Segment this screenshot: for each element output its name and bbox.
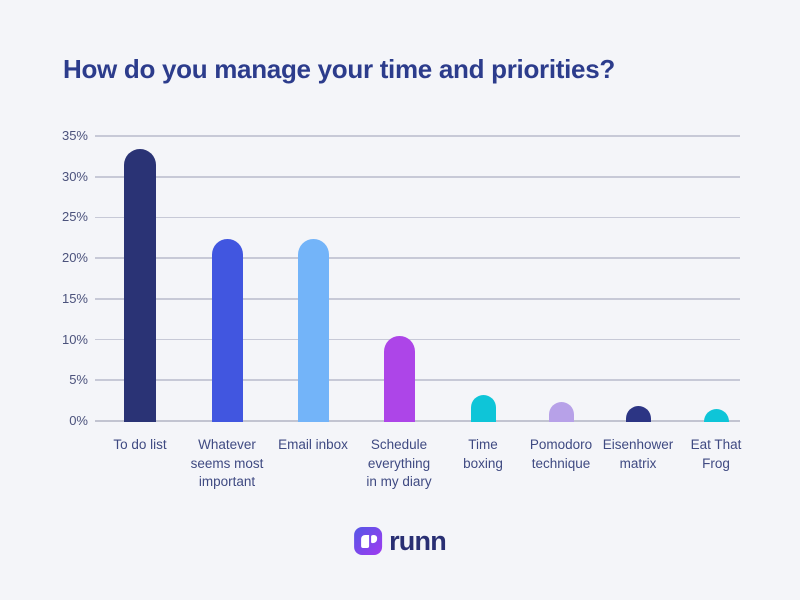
bar [383,336,415,422]
runn-logo: runn [354,526,447,556]
x-category-label: Email inbox [278,437,348,452]
logo-r-arm [371,534,377,543]
y-tick-label: 20% [61,250,88,266]
y-tick-label: 35% [61,128,88,143]
bar [124,149,156,422]
y-tick-label: 5% [69,372,88,388]
bar [703,408,729,422]
y-tick-label: 30% [61,168,88,184]
gridline [95,298,740,300]
bar [470,394,496,422]
bar [211,238,243,422]
gridline [95,257,740,259]
x-category-label: To do list [113,437,167,452]
y-tick-label: 25% [61,209,88,225]
chart-title: How do you manage your time and prioriti… [63,54,615,84]
x-category-label: Eisenhower matrix [602,437,674,471]
bar [548,402,574,422]
y-tick-label: 0% [69,413,88,428]
x-category-label: Time boxing [463,437,503,471]
gridline [95,216,740,219]
gridline [95,338,740,341]
x-category-label: Eat That Frog [690,437,742,471]
y-tick-label: 15% [61,290,88,306]
x-category-label: Pomodoro technique [529,437,593,471]
x-category-label: Whatever seems most important [190,437,264,489]
runn-logo-wordmark: runn [389,526,447,556]
gridline [95,135,740,137]
runn-logo-icon [354,527,383,555]
y-tick-label: 10% [61,331,88,347]
x-category-label: Schedule everything in my diary [366,437,432,489]
gridline [95,175,740,178]
bar [625,405,651,422]
gridline [95,379,740,382]
bar [297,238,329,422]
x-axis-line [95,420,740,423]
logo-r-stem [361,534,370,548]
